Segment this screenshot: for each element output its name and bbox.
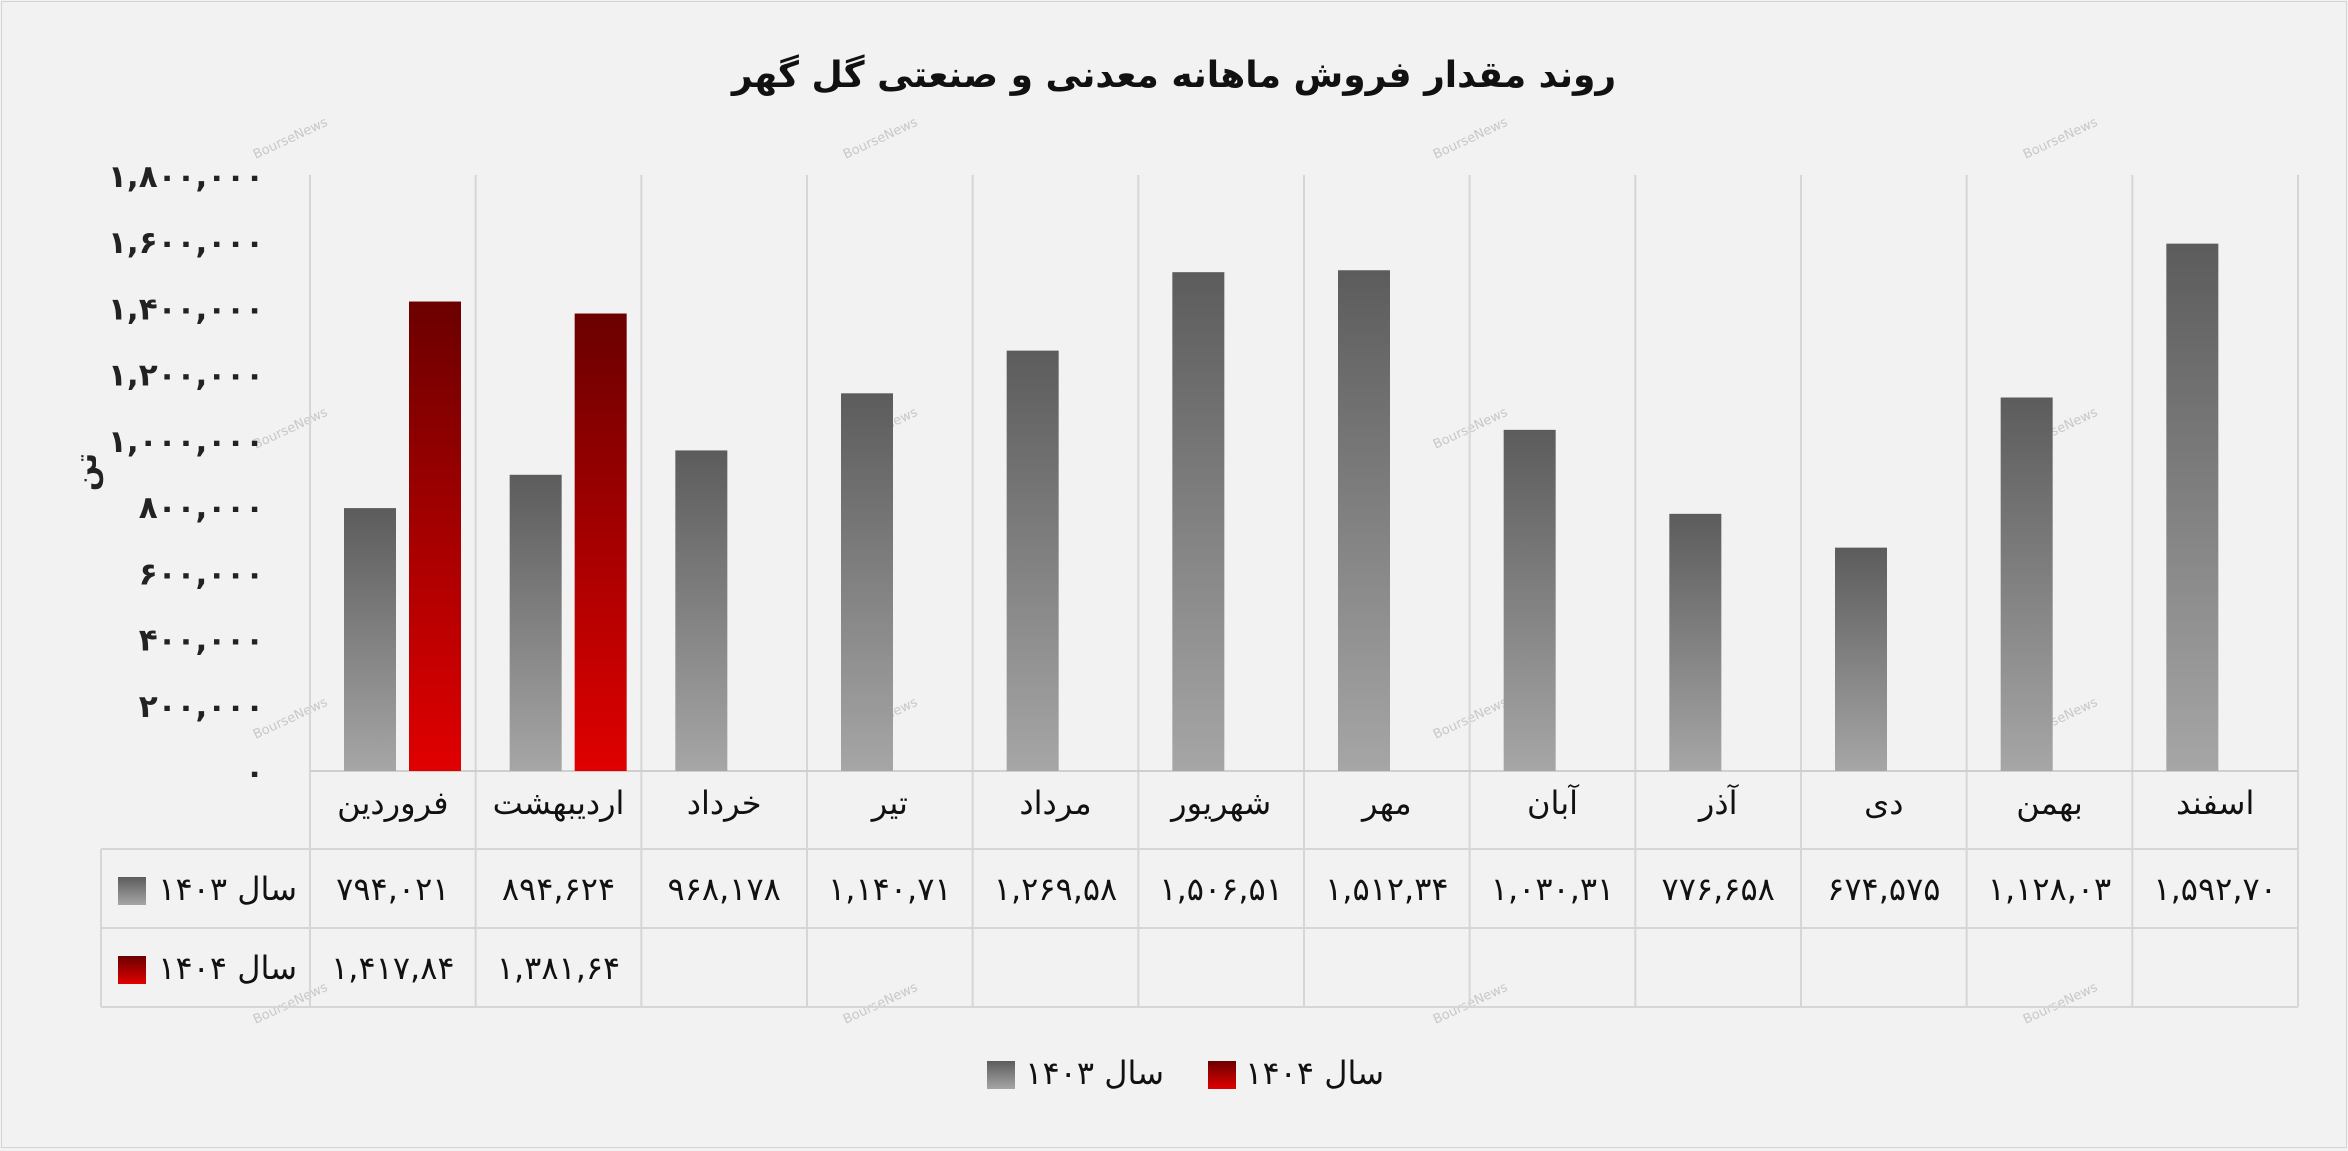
bar-series1 — [841, 393, 893, 771]
watermark-text: BourseNews — [251, 980, 330, 1028]
y-axis-label: تن — [69, 453, 104, 491]
watermark-text: BourseNews — [841, 980, 920, 1028]
y-tick-label: ۲۰۰,۰۰۰ — [139, 689, 264, 725]
table-value-cell: ۱,۲۶۹,۵۸ — [994, 870, 1117, 908]
grid-lines — [100, 175, 2299, 1008]
table-value-cell: ۷۷۶,۶۵۸ — [1662, 870, 1775, 908]
table-series-name: سال ۱۴۰۳ — [158, 870, 297, 908]
table-value-cell: ۹۶۸,۱۷۸ — [668, 870, 781, 908]
legend-label: سال ۱۴۰۴ — [1245, 1054, 1384, 1092]
chart-title: روند مقدار فروش ماهانه معدنی و صنعتی گل … — [730, 54, 1616, 96]
y-tick-label: ۱,۰۰۰,۰۰۰ — [108, 424, 264, 460]
bar-series1 — [1835, 547, 1887, 771]
y-axis: ۰ ۲۰۰,۰۰۰ ۴۰۰,۰۰۰ ۶۰۰,۰۰۰ ۸۰۰,۰۰۰ ۱,۰۰۰,۰۰۰ ۱,… — [69, 159, 264, 791]
table-value-cell: ۱,۱۴۰,۷۱ — [828, 870, 951, 908]
bar-series1 — [2000, 397, 2053, 771]
bar-series1 — [675, 450, 728, 771]
category-label: آذر — [1697, 783, 1740, 822]
table-value-cell: ۱,۳۸۱,۶۴ — [497, 949, 620, 987]
category-label: مرداد — [1019, 784, 1091, 822]
bar-series1 — [509, 474, 562, 771]
table-value-cell: ۱,۵۱۲,۳۴ — [1325, 870, 1448, 908]
category-label: تیر — [870, 784, 908, 822]
watermark-text: BourseNews — [2021, 980, 2100, 1028]
watermark-text: BourseNews — [841, 115, 920, 163]
table-value-cell: ۱,۵۹۲,۷۰ — [2153, 870, 2276, 908]
table-value-cell: ۱,۰۳۰,۳۱ — [1491, 870, 1614, 908]
legend-label: سال ۱۴۰۳ — [1025, 1054, 1164, 1092]
watermark-text: BourseNews — [2021, 115, 2100, 163]
table-value-cell: ۶۷۴,۵۷۵ — [1827, 870, 1940, 908]
category-label: آبان — [1527, 783, 1580, 822]
bar-series1 — [1669, 513, 1722, 771]
legend: سال ۱۴۰۴ سال ۱۴۰۳ — [987, 1054, 1384, 1092]
data-table: فروردین اردیبهشت خرداد تیر مرداد شهریور مهر آبا… — [118, 783, 2277, 987]
legend-swatch — [1208, 1061, 1236, 1089]
y-tick-label: ۰ — [245, 755, 264, 791]
y-tick-label: ۸۰۰,۰۰۰ — [139, 490, 264, 526]
bars — [344, 243, 2219, 771]
watermark-text: BourseNews — [251, 115, 330, 163]
category-label: خرداد — [687, 784, 762, 822]
category-label: بهمن — [2016, 784, 2083, 822]
table-value-cell: ۷۹۴,۰۲۱ — [336, 870, 449, 908]
bar-series1 — [1338, 270, 1390, 771]
bar-series1 — [1503, 429, 1556, 771]
table-value-cell: ۱,۴۱۷,۸۴ — [331, 949, 454, 987]
bar-series1 — [1006, 350, 1059, 771]
bar-series1 — [344, 508, 396, 771]
table-value-cell: ۱,۱۲۸,۰۳ — [1988, 870, 2111, 908]
bar-series1 — [1172, 272, 1225, 771]
table-value-cell: ۸۹۴,۶۲۴ — [502, 870, 615, 908]
y-tick-label: ۱,۴۰۰,۰۰۰ — [108, 291, 264, 327]
watermark-text: BourseNews — [1431, 115, 1510, 163]
y-tick-label: ۶۰۰,۰۰۰ — [139, 556, 264, 592]
y-tick-label: ۱,۸۰۰,۰۰۰ — [108, 159, 264, 195]
bar-series2 — [574, 313, 627, 771]
category-label: اردیبهشت — [493, 784, 625, 822]
table-series-name: سال ۱۴۰۴ — [158, 949, 297, 987]
table-series-swatch — [118, 956, 146, 984]
legend-swatch — [987, 1061, 1015, 1089]
category-label: مهر — [1360, 784, 1412, 822]
table-value-cell: ۱,۵۰۶,۵۱ — [1159, 870, 1282, 908]
category-label: اسفند — [2176, 784, 2254, 822]
y-tick-label: ۱,۶۰۰,۰۰۰ — [108, 225, 264, 261]
y-tick-label: ۴۰۰,۰۰۰ — [139, 623, 264, 659]
table-series-swatch — [118, 877, 146, 905]
bar-series1 — [2166, 243, 2219, 771]
bar-series2 — [409, 301, 461, 771]
category-label: شهریور — [1169, 784, 1271, 822]
category-label: فروردین — [337, 784, 448, 822]
category-label: دی — [1864, 784, 1903, 822]
y-tick-label: ۱,۲۰۰,۰۰۰ — [108, 358, 264, 394]
